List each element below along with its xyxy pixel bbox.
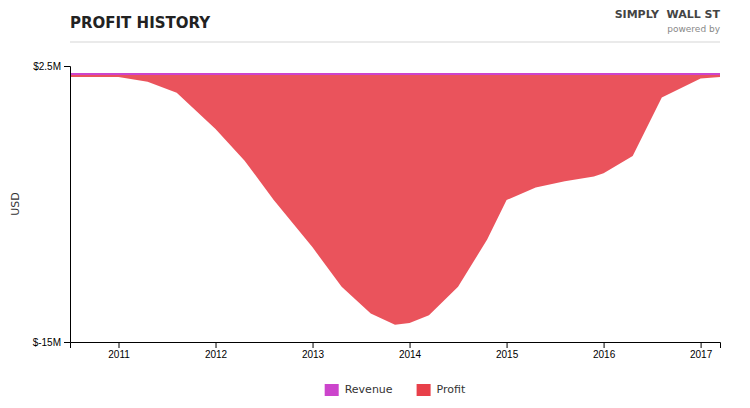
x-tick-mark bbox=[313, 342, 314, 348]
x-tick: 2015 bbox=[496, 342, 519, 360]
marks bbox=[70, 74, 720, 325]
title-rule bbox=[70, 42, 720, 43]
x-tick-mark bbox=[410, 342, 411, 348]
legend-label: Revenue bbox=[345, 383, 393, 396]
x-tick-mark bbox=[701, 342, 702, 348]
legend-swatch bbox=[417, 384, 431, 396]
y-axis-line bbox=[64, 67, 71, 343]
x-axis-line bbox=[71, 343, 721, 349]
profit-area bbox=[70, 74, 720, 325]
revenue-line bbox=[70, 73, 720, 75]
x-tick-mark bbox=[507, 342, 508, 348]
legend: Revenue Profit bbox=[325, 383, 466, 396]
x-tick-label: 2011 bbox=[108, 349, 130, 360]
x-tick-mark bbox=[604, 342, 605, 348]
x-tick: 2011 bbox=[108, 342, 130, 360]
x-tick-label: 2014 bbox=[399, 349, 422, 360]
x-tick: 2013 bbox=[302, 342, 325, 360]
x-tick-label: 2015 bbox=[496, 349, 519, 360]
x-tick-mark bbox=[216, 342, 217, 348]
annotation: SIMPLY WALL ST bbox=[615, 8, 721, 21]
x-tick: 2017 bbox=[690, 342, 713, 360]
annotation: powered by bbox=[667, 24, 720, 34]
x-tick-label: 2013 bbox=[302, 349, 325, 360]
x-tick: 2016 bbox=[593, 342, 616, 360]
title: PROFIT HISTORY bbox=[70, 14, 211, 32]
legend-item: Revenue bbox=[325, 383, 393, 396]
legend-swatch bbox=[325, 384, 339, 396]
x-tick: 2012 bbox=[205, 342, 228, 360]
plot: 2011 2012 2013 2014 2015 2016 2017 $2.5M $-15M bbox=[33, 61, 721, 360]
x-tick: 2014 bbox=[399, 342, 422, 360]
x-tick-label: 2012 bbox=[205, 349, 228, 360]
y-tick: $-15M bbox=[33, 337, 70, 348]
x-tick-label: 2016 bbox=[593, 349, 616, 360]
x-tick-label: 2017 bbox=[690, 349, 713, 360]
x-tick-mark bbox=[119, 342, 120, 348]
x-axis: 2011 2012 2013 2014 2015 2016 2017 bbox=[71, 342, 721, 360]
legend-label: Profit bbox=[437, 383, 466, 396]
y-tick-label: $-15M bbox=[33, 337, 61, 348]
legend-item: Profit bbox=[417, 383, 466, 396]
y-tick-mark bbox=[64, 66, 70, 67]
chart: PROFIT HISTORY SIMPLY WALL ST powered by 20… bbox=[0, 0, 750, 408]
y-axis: $2.5M $-15M bbox=[33, 61, 71, 348]
y-tick-mark bbox=[64, 342, 70, 343]
y-tick: $2.5M bbox=[33, 61, 70, 72]
y-axis-label: USD bbox=[9, 192, 22, 216]
y-tick-label: $2.5M bbox=[33, 61, 61, 72]
